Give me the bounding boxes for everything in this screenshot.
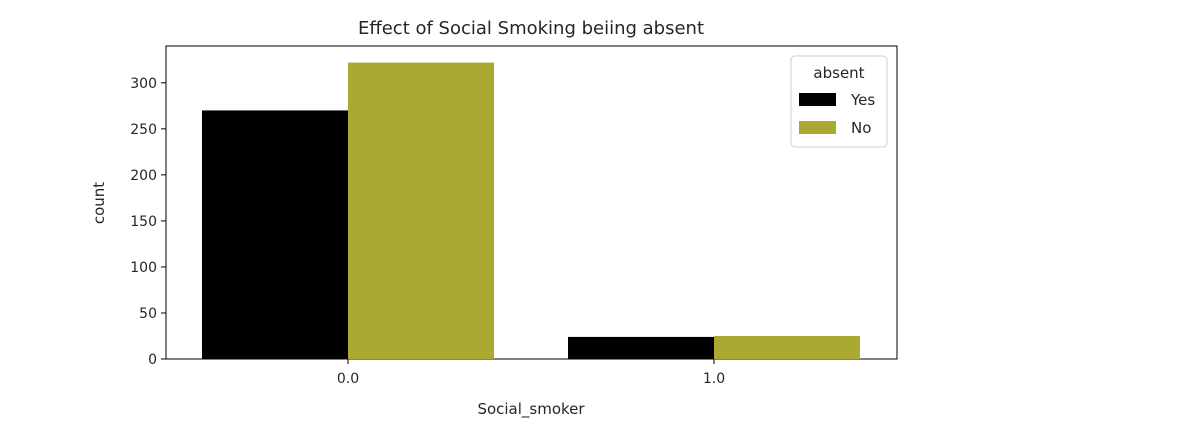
y-axis-label: count (90, 182, 108, 224)
y-tick-label: 100 (130, 260, 157, 276)
bars (202, 62, 860, 359)
x-axis-ticks: 0.0 1.0 (337, 359, 725, 387)
y-tick-label: 250 (130, 122, 157, 138)
x-axis-label: Social_smoker (477, 400, 585, 419)
bar-yes-1.0 (568, 336, 714, 359)
legend: absent Yes No (790, 55, 888, 148)
x-tick-label: 1.0 (703, 371, 725, 387)
legend-items: Yes No (799, 91, 875, 137)
y-tick-label: 200 (130, 168, 157, 184)
plot-area: 0 50 100 150 200 250 300 0.0 1.0 (130, 45, 898, 387)
legend-label-no: No (851, 119, 871, 137)
legend-label-yes: Yes (850, 91, 875, 109)
y-tick-label: 150 (130, 214, 157, 230)
legend-swatch-yes (799, 93, 836, 106)
bar-no-0.0 (348, 62, 494, 359)
plot-frame (165, 45, 898, 360)
legend-title: absent (813, 64, 864, 82)
bar-yes-0.0 (202, 110, 348, 359)
y-tick-label: 0 (148, 352, 157, 368)
y-tick-label: 50 (139, 306, 157, 322)
x-tick-label: 0.0 (337, 371, 359, 387)
y-axis-ticks: 0 50 100 150 200 250 300 (130, 76, 166, 368)
chart-title: Effect of Social Smoking beiing absent (358, 18, 704, 39)
y-tick-label: 300 (130, 76, 157, 92)
legend-swatch-no (799, 121, 836, 134)
bar-no-1.0 (714, 335, 860, 359)
